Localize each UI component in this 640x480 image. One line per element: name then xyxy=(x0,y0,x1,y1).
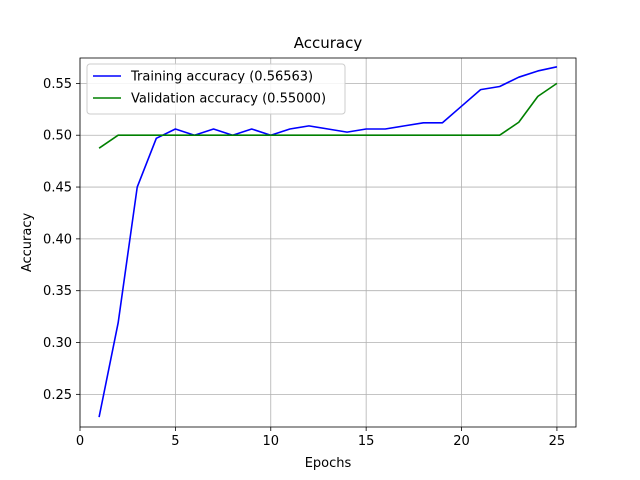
y-tick-label: 0.25 xyxy=(43,388,72,403)
x-axis-label: Epochs xyxy=(305,456,352,471)
grid xyxy=(79,58,576,427)
chart-title: Accuracy xyxy=(294,34,363,52)
x-tick-label: 15 xyxy=(358,434,375,449)
x-tick-label: 5 xyxy=(171,434,179,449)
legend-entry: Validation accuracy (0.55000) xyxy=(131,92,326,107)
x-tick-label: 10 xyxy=(262,434,279,449)
legend-box xyxy=(86,63,346,115)
x-tick-label: 20 xyxy=(453,434,470,449)
y-tick-label: 0.30 xyxy=(43,336,72,351)
y-tick-label: 0.45 xyxy=(43,181,72,196)
y-axis-label: Accuracy xyxy=(20,213,35,273)
y-tick-label: 0.35 xyxy=(43,284,72,299)
series-line-validation xyxy=(98,82,558,149)
series-layer xyxy=(98,66,558,418)
x-tick-label: 25 xyxy=(549,434,566,449)
x-tick-label: 0 xyxy=(76,434,84,449)
series-line-training xyxy=(98,66,558,418)
legend: Training accuracy (0.56563) Validation ac… xyxy=(86,63,346,115)
y-tick-label: 0.50 xyxy=(43,129,72,144)
y-tick-label: 0.40 xyxy=(43,232,72,247)
y-tick-label: 0.55 xyxy=(43,77,72,92)
ticks: 0 5 10 15 20 25 0.25 0.30 0.35 0.40 0.45 0.50 0.55 xyxy=(43,77,565,449)
legend-entry: Training accuracy (0.56563) xyxy=(130,70,313,85)
plot-frame xyxy=(79,57,577,428)
